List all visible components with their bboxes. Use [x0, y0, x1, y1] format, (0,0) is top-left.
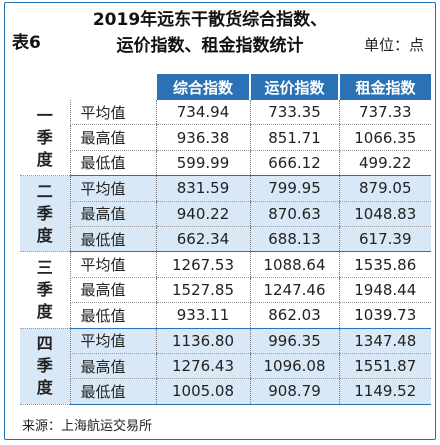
value-cell: 862.03: [249, 302, 339, 329]
value-cell: 1149.52: [338, 378, 431, 405]
metric-label: 平均值: [69, 175, 156, 202]
value-cell: 499.22: [338, 150, 431, 177]
value-cell: 1948.44: [338, 277, 431, 304]
source-note: 来源：上海航运交易所: [22, 419, 153, 434]
value-cell: 1088.64: [249, 251, 339, 278]
quarter-label: 四季度: [20, 328, 70, 405]
header-blank: [20, 74, 70, 100]
table-row: 四季度 平均值 1136.80 996.35 1347.48: [20, 328, 431, 405]
quarter-label: 一季度: [20, 100, 70, 177]
value-cell: 870.63: [249, 201, 339, 227]
metric-label: 最低值: [69, 226, 156, 253]
table-row: 最低值 662.34 688.13 617.39: [20, 226, 431, 253]
data-table: 综合指数 运价指数 租金指数 一季度 平均值 734.94 733.35 737.33 最…: [20, 74, 431, 405]
metric-label: 最高值: [69, 353, 156, 380]
quarter-label-text: 四季度: [36, 334, 53, 398]
value-cell: 851.71: [249, 124, 339, 151]
metric-label: 平均值: [69, 251, 156, 278]
table-row: 最低值 599.99 666.12 499.22: [20, 150, 431, 177]
table-row: 最低值 1005.08 908.79 1149.52: [20, 378, 431, 405]
value-cell: 1066.35: [338, 124, 431, 151]
value-cell: 1136.80: [155, 328, 250, 354]
metric-label: 最高值: [69, 124, 156, 151]
value-cell: 1005.08: [155, 378, 250, 405]
table-row: 最高值 940.22 870.63 1048.83: [20, 201, 431, 227]
table-row: 最高值 936.38 851.71 1066.35: [20, 124, 431, 151]
metric-label: 最低值: [69, 302, 156, 329]
table-row: 最高值 1527.85 1247.46 1948.44: [20, 277, 431, 304]
value-cell: 734.94: [155, 100, 250, 126]
column-header: 综合指数: [155, 74, 250, 100]
metric-label: 平均值: [69, 100, 156, 126]
metric-label: 最高值: [69, 277, 156, 304]
metric-label: 最低值: [69, 378, 156, 405]
value-cell: 1551.87: [338, 353, 431, 380]
value-cell: 940.22: [155, 201, 250, 227]
title-line-2: 运价指数、租金指数统计: [116, 36, 304, 56]
unit-label: 单位：点: [363, 36, 424, 54]
value-cell: 879.05: [338, 175, 431, 202]
table-row: 二季度 平均值 831.59 799.95 879.05: [20, 175, 431, 253]
value-cell: 1247.46: [249, 277, 339, 304]
metric-label: 最低值: [69, 150, 156, 177]
value-cell: 688.13: [249, 226, 339, 253]
value-cell: 996.35: [249, 328, 339, 354]
quarter-label: 三季度: [20, 251, 70, 329]
table-title: 2019年远东干散货综合指数、 运价指数、租金指数统计: [60, 7, 360, 59]
metric-label: 最高值: [69, 201, 156, 227]
value-cell: 662.34: [155, 226, 250, 253]
value-cell: 733.35: [249, 100, 339, 126]
table-row: 一季度 平均值 734.94 733.35 737.33: [20, 100, 431, 177]
value-cell: 1096.08: [249, 353, 339, 380]
value-cell: 737.33: [338, 100, 431, 126]
value-cell: 936.38: [155, 124, 250, 151]
table-frame: [4, 2, 436, 440]
metric-label: 平均值: [69, 328, 156, 354]
quarter-label-text: 三季度: [36, 257, 53, 321]
table-label: 表6: [12, 33, 41, 53]
table-row: 最低值 933.11 862.03 1039.73: [20, 302, 431, 329]
header-row: 综合指数 运价指数 租金指数: [20, 74, 431, 100]
title-line-1: 2019年远东干散货综合指数、: [92, 10, 328, 30]
value-cell: 1048.83: [338, 201, 431, 227]
value-cell: 599.99: [155, 150, 250, 177]
value-cell: 1267.53: [155, 251, 250, 278]
table-body: 一季度 平均值 734.94 733.35 737.33 最高值 936.38 851.71 1…: [20, 100, 431, 405]
value-cell: 617.39: [338, 226, 431, 253]
table-row: 三季度 平均值 1267.53 1088.64 1535.86: [20, 251, 431, 329]
value-cell: 933.11: [155, 302, 250, 329]
value-cell: 1535.86: [338, 251, 431, 278]
value-cell: 1527.85: [155, 277, 250, 304]
quarter-label: 二季度: [20, 175, 70, 253]
quarter-label-text: 二季度: [36, 181, 53, 245]
table-row: 最高值 1276.43 1096.08 1551.87: [20, 353, 431, 380]
header-blank: [70, 74, 156, 100]
value-cell: 666.12: [249, 150, 339, 177]
column-header: 运价指数: [249, 74, 339, 100]
value-cell: 908.79: [249, 378, 339, 405]
column-header: 租金指数: [338, 74, 431, 100]
value-cell: 1347.48: [338, 328, 431, 354]
value-cell: 799.95: [249, 175, 339, 202]
value-cell: 1039.73: [338, 302, 431, 329]
value-cell: 831.59: [155, 175, 250, 202]
quarter-label-text: 一季度: [36, 105, 53, 169]
value-cell: 1276.43: [155, 353, 250, 380]
